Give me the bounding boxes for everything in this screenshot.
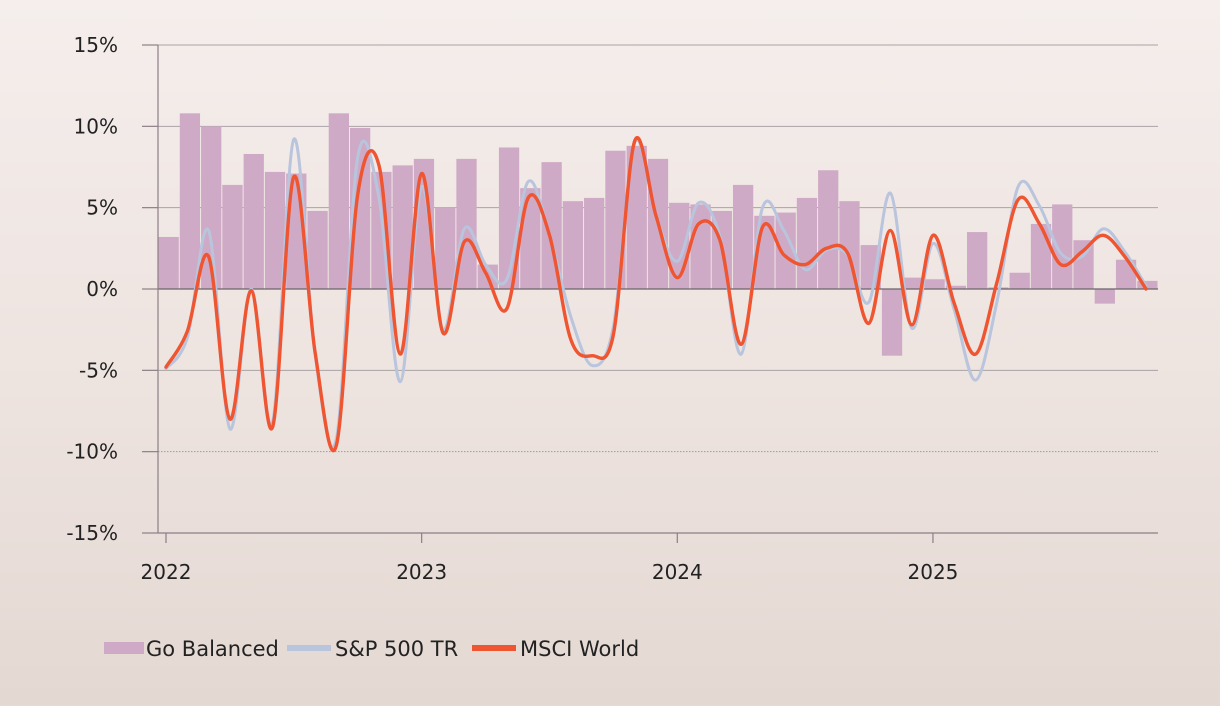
bar bbox=[562, 201, 584, 289]
bar bbox=[775, 212, 796, 289]
legend-s-p-500-tr-label: S&P 500 TR bbox=[335, 637, 458, 661]
bar bbox=[584, 197, 605, 289]
bar bbox=[392, 165, 413, 289]
y-tick-label: -10% bbox=[66, 440, 118, 464]
x-axis-tick-labels: 2022 2023 2024 2025 bbox=[141, 560, 959, 584]
bar bbox=[264, 171, 286, 289]
bar bbox=[328, 113, 349, 289]
legend: Go Balanced S&P 500 TR MSCI World bbox=[104, 637, 639, 661]
bar bbox=[881, 289, 903, 356]
bar bbox=[179, 113, 201, 289]
line-s-p-500-tr bbox=[164, 137, 1148, 449]
bar bbox=[924, 279, 945, 289]
y-tick-label: 5% bbox=[86, 196, 118, 220]
x-tick-label: 2022 bbox=[141, 560, 192, 584]
line-msci-world bbox=[164, 136, 1148, 453]
bar bbox=[435, 207, 456, 289]
bar bbox=[839, 201, 860, 289]
bar bbox=[243, 153, 264, 289]
bar bbox=[158, 236, 179, 289]
bar bbox=[1009, 272, 1030, 289]
bar bbox=[1137, 280, 1158, 289]
y-tick-label: -5% bbox=[79, 358, 118, 382]
legend-go-balanced-label: Go Balanced bbox=[146, 637, 279, 661]
bar bbox=[903, 277, 924, 289]
x-tick-label: 2024 bbox=[652, 560, 703, 584]
bar bbox=[201, 126, 222, 289]
bar bbox=[626, 145, 647, 289]
y-tick-label: 0% bbox=[86, 277, 118, 301]
bar bbox=[307, 210, 328, 289]
legend-msci-world-label: MSCI World bbox=[520, 637, 639, 661]
bar bbox=[1094, 289, 1115, 304]
y-tick-label: -15% bbox=[66, 521, 118, 545]
bar bbox=[945, 285, 967, 289]
y-tick-label: 10% bbox=[74, 114, 118, 138]
bar bbox=[1052, 204, 1073, 289]
y-tick-label: 15% bbox=[74, 33, 118, 57]
y-axis-tick-labels: 15% 10% 5% 0% -5% -10% -15% bbox=[66, 33, 118, 545]
legend-s-p-500-tr-swatch bbox=[287, 645, 331, 651]
bar bbox=[732, 184, 754, 289]
bar bbox=[967, 232, 988, 289]
x-tick-label: 2023 bbox=[396, 560, 447, 584]
axes bbox=[142, 44, 1158, 543]
x-tick-label: 2025 bbox=[908, 560, 959, 584]
legend-msci-world-swatch bbox=[472, 645, 516, 651]
bar bbox=[818, 170, 839, 289]
bar bbox=[1030, 223, 1052, 289]
legend-go-balanced-swatch bbox=[104, 642, 144, 654]
bar bbox=[222, 184, 243, 289]
bar bbox=[796, 197, 818, 289]
line-series bbox=[164, 136, 1148, 453]
